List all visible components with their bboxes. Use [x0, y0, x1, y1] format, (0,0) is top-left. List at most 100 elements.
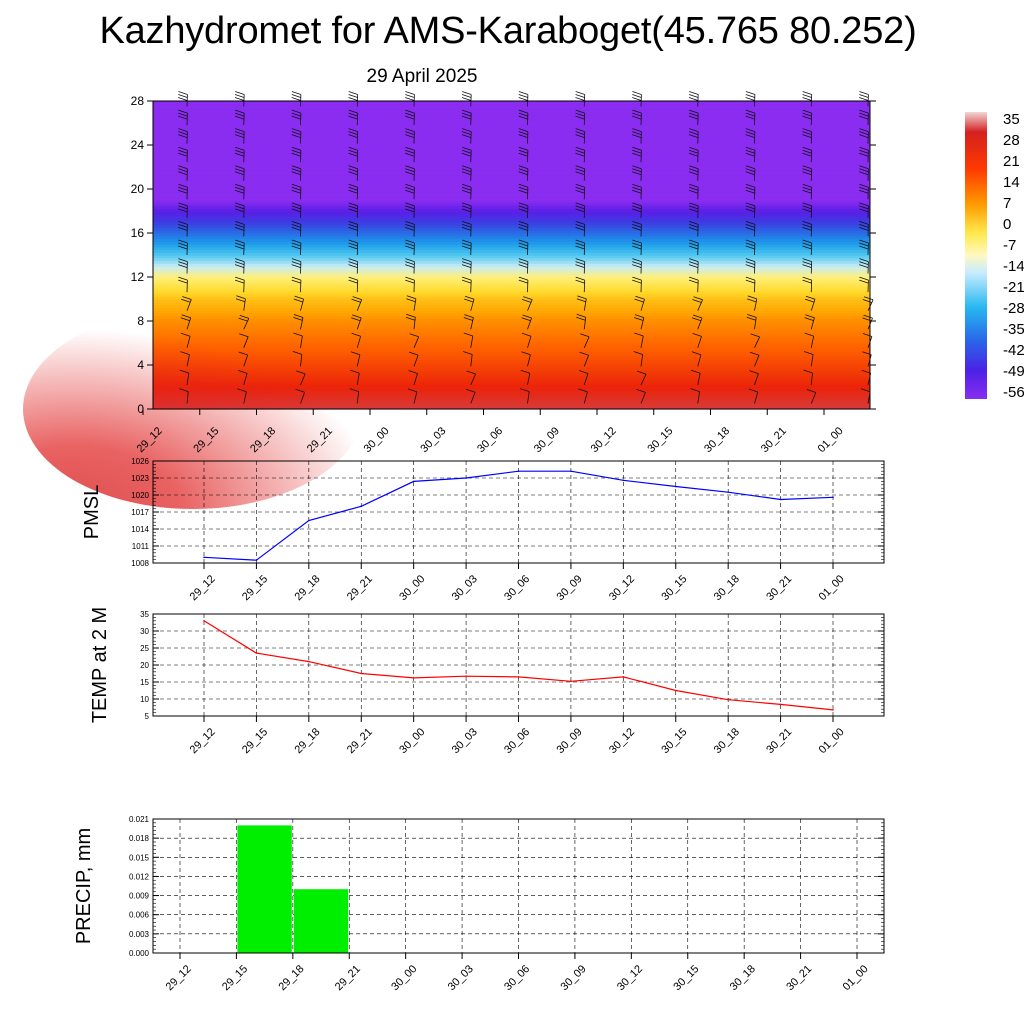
- wind-barb: [802, 239, 813, 256]
- wind-barb: [632, 258, 642, 274]
- wind-barb: [575, 276, 586, 293]
- data-point: [622, 676, 625, 678]
- heatmap-band: [153, 227, 870, 231]
- wind-barb: [234, 202, 245, 218]
- heatmap-band: [153, 123, 870, 127]
- x-tick-label: 29_12: [164, 963, 194, 993]
- data-point: [727, 491, 729, 493]
- heatmap-band: [153, 145, 870, 149]
- panel-frame: [152, 460, 885, 564]
- heatmap-band: [153, 161, 870, 165]
- heatmap-band: [153, 266, 870, 270]
- temp-2m-panel: 5 10 15 20 25 30 35 29_12 29_15 29_18 29_21 30_00 30…: [89, 607, 885, 756]
- wind-barb: [291, 276, 302, 293]
- heatmap-band: [153, 252, 870, 256]
- wind-barb: [234, 239, 245, 256]
- wind-barb: [405, 146, 415, 163]
- wind-barb: [405, 109, 415, 126]
- wind-barb: [405, 313, 416, 330]
- heatmap-band: [153, 131, 870, 135]
- wind-barb: [405, 202, 415, 218]
- heatmap-band: [153, 139, 870, 143]
- wind-barb: [859, 109, 869, 126]
- heatmap-band: [153, 277, 870, 281]
- wind-barb: [688, 183, 699, 200]
- wind-barb: [745, 239, 756, 256]
- wind-barb: [180, 351, 190, 367]
- y-tick-label: 1023: [131, 474, 149, 483]
- x-tick-label: 30_03: [450, 573, 480, 603]
- x-tick-label: 29_15: [240, 726, 270, 756]
- heatmap-band: [153, 392, 870, 396]
- wind-barb: [859, 276, 869, 293]
- wind-barb: [408, 351, 419, 367]
- wind-barb: [348, 202, 359, 218]
- heatmap-band: [153, 301, 870, 306]
- x-tick-label: 30_00: [397, 726, 427, 756]
- x-tick-label: 30_15: [659, 726, 689, 756]
- data-point: [570, 680, 572, 683]
- wind-barb: [802, 202, 813, 218]
- wind-barb: [579, 351, 589, 367]
- wind-barb: [234, 109, 245, 126]
- heatmap-band: [153, 128, 870, 132]
- wind-barb: [405, 276, 415, 293]
- heatmap-band: [153, 167, 870, 171]
- heatmap-band: [153, 208, 870, 212]
- wind-barb: [745, 202, 756, 218]
- y-tick-label: 35: [140, 610, 149, 619]
- heatmap-band: [153, 288, 870, 292]
- heatmap-band: [153, 343, 870, 347]
- wind-barb: [291, 239, 302, 256]
- wind-barb: [750, 333, 760, 348]
- wind-barb: [181, 296, 192, 311]
- heatmap-band: [153, 156, 870, 160]
- wind-barb: [348, 91, 359, 107]
- heatmap-band: [153, 321, 870, 325]
- wind-barb: [178, 109, 188, 126]
- y-tick-label: 30: [140, 627, 149, 636]
- heatmap-band: [153, 304, 870, 308]
- colorbar-label: -42: [1003, 342, 1024, 359]
- y-tick-label: 1011: [132, 542, 150, 551]
- heatmap-band: [153, 359, 870, 363]
- wind-barb: [351, 296, 363, 311]
- x-tick-label: 30_12: [615, 963, 645, 993]
- wind-barb: [575, 221, 586, 237]
- wind-barb: [350, 369, 360, 386]
- data-point: [203, 556, 205, 559]
- heatmap-y-tick-label: 0: [137, 402, 144, 416]
- panel-frame: [152, 613, 885, 717]
- precip-bar: [237, 825, 292, 953]
- heatmap-band: [153, 200, 870, 204]
- colorbar-gradient: [965, 112, 987, 399]
- x-tick-label: 29_18: [292, 573, 322, 603]
- y-tick-label: 0.018: [129, 834, 150, 843]
- wind-barb: [575, 91, 586, 107]
- heatmap-band: [153, 263, 870, 267]
- heatmap-band: [153, 158, 870, 163]
- heatmap-band: [153, 315, 870, 319]
- heatmap-x-tick-label: 30_21: [759, 425, 789, 455]
- wind-barb: [745, 91, 756, 107]
- wind-barb: [348, 221, 359, 237]
- wind-barb: [862, 314, 873, 330]
- colorbar-label: 35: [1003, 111, 1020, 128]
- wind-barb: [461, 128, 472, 144]
- heatmap-band: [153, 194, 870, 198]
- heatmap-band: [153, 233, 870, 237]
- wind-barb: [461, 91, 472, 107]
- x-tick-label: 30_21: [764, 726, 794, 756]
- wind-barb: [748, 388, 759, 404]
- wind-barb: [237, 388, 247, 404]
- colorbar-label: 7: [1003, 195, 1011, 212]
- wind-barb: [405, 91, 415, 107]
- wind-barb: [802, 221, 813, 237]
- wind-barb: [348, 146, 359, 163]
- wind-barb: [461, 221, 472, 237]
- y-tick-label: 1017: [131, 508, 149, 517]
- x-tick-label: 30_21: [784, 963, 814, 993]
- x-tick-label: 30_21: [764, 573, 794, 603]
- wind-barb: [859, 146, 869, 163]
